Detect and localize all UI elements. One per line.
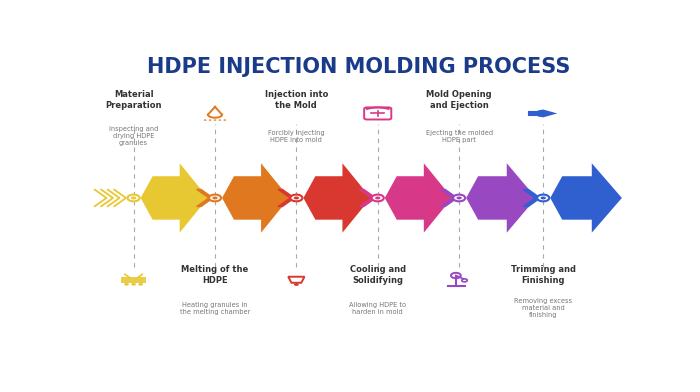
Text: Ejecting the molded
HDPE part: Ejecting the molded HDPE part <box>426 130 493 143</box>
Circle shape <box>294 283 299 286</box>
Circle shape <box>131 283 136 286</box>
Text: Cooling and
Solidifying: Cooling and Solidifying <box>350 265 406 285</box>
Polygon shape <box>466 163 536 233</box>
Circle shape <box>209 194 221 201</box>
Circle shape <box>209 119 211 121</box>
Circle shape <box>540 196 546 200</box>
Circle shape <box>375 196 380 200</box>
Polygon shape <box>385 163 452 233</box>
Circle shape <box>139 283 143 286</box>
Text: Removing excess
material and
finishing: Removing excess material and finishing <box>514 298 572 318</box>
Circle shape <box>204 119 206 121</box>
Circle shape <box>223 119 226 121</box>
Text: Trimming and
Finishing: Trimming and Finishing <box>511 265 575 285</box>
Circle shape <box>456 196 462 200</box>
Circle shape <box>294 196 299 200</box>
Circle shape <box>214 119 216 121</box>
Circle shape <box>290 194 302 201</box>
Text: Melting of the
HDPE: Melting of the HDPE <box>181 265 248 285</box>
Text: Forcibly injecting
HDPE into mold: Forcibly injecting HDPE into mold <box>268 130 325 143</box>
Polygon shape <box>222 163 289 233</box>
Polygon shape <box>141 163 208 233</box>
Polygon shape <box>538 109 557 117</box>
Circle shape <box>127 194 140 201</box>
Circle shape <box>131 196 136 200</box>
Circle shape <box>453 194 466 201</box>
Circle shape <box>218 119 221 121</box>
Polygon shape <box>303 163 371 233</box>
Text: Inspecting and
drying HDPE
granules: Inspecting and drying HDPE granules <box>109 126 158 146</box>
Text: Injection into
the Mold: Injection into the Mold <box>265 90 328 109</box>
Polygon shape <box>550 163 622 233</box>
Circle shape <box>212 196 218 200</box>
Text: HDPE INJECTION MOLDING PROCESS: HDPE INJECTION MOLDING PROCESS <box>147 57 570 77</box>
FancyBboxPatch shape <box>121 277 146 283</box>
Circle shape <box>537 194 550 201</box>
Text: Heating granules in
the melting chamber: Heating granules in the melting chamber <box>180 301 250 315</box>
Circle shape <box>372 194 384 201</box>
Text: Mold Opening
and Ejection: Mold Opening and Ejection <box>426 90 492 109</box>
Text: Allowing HDPE to
harden in mold: Allowing HDPE to harden in mold <box>349 301 406 315</box>
Circle shape <box>124 283 129 286</box>
Text: Material
Preparation: Material Preparation <box>106 90 162 109</box>
